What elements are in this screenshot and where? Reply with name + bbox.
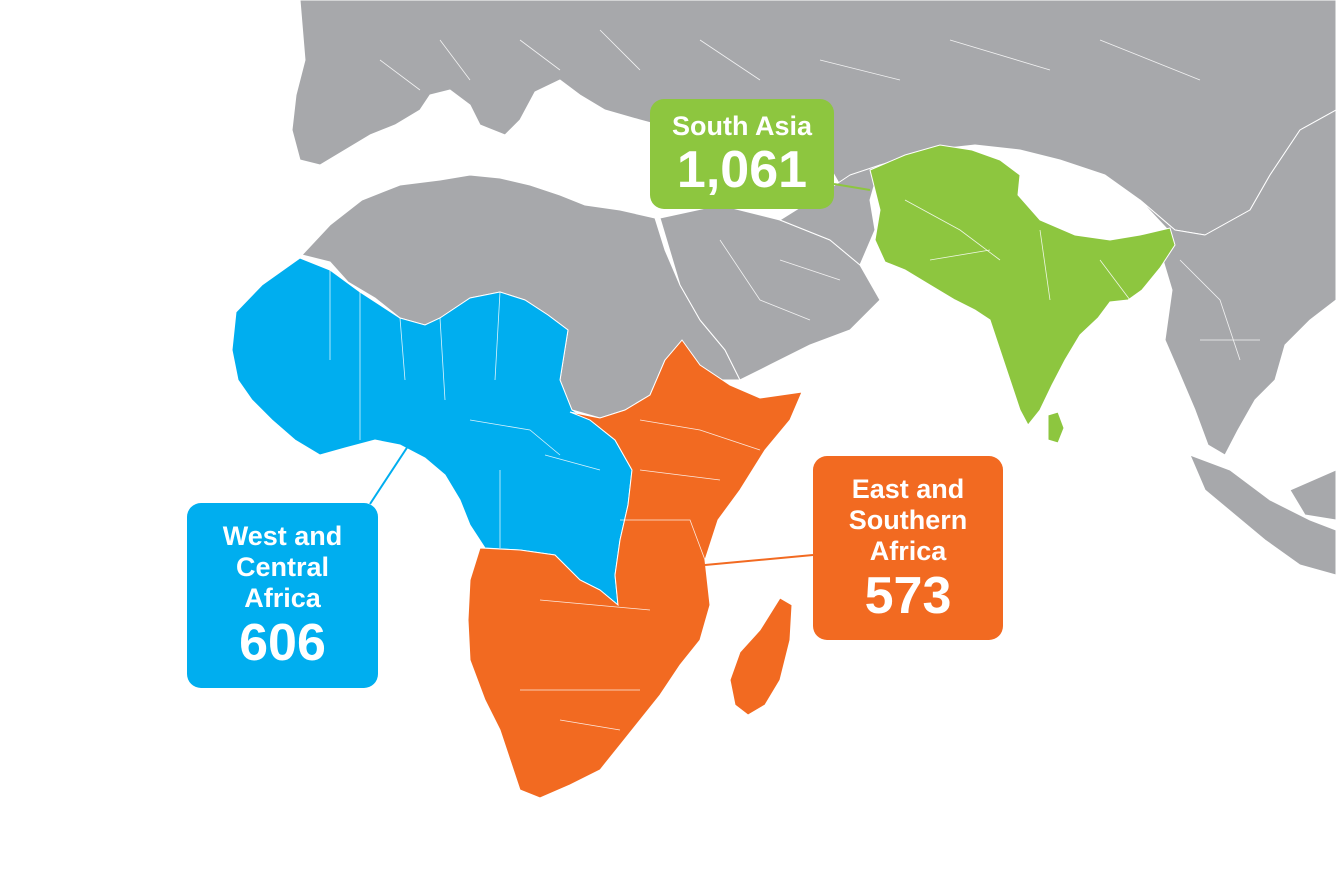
east-southern-africa-value: 573 — [864, 566, 952, 625]
east-southern-africa-label: East and Southern Africa — [848, 473, 968, 566]
east-southern-africa-callout: East and Southern Africa 573 — [813, 456, 1003, 640]
south-asia-region — [869, 144, 1176, 426]
east-southern-africa-leader-line — [704, 554, 814, 566]
west-central-africa-leader-line — [369, 439, 413, 505]
west-central-africa-label: West and Central Africa — [222, 521, 343, 613]
borneo-landmass — [1289, 469, 1336, 521]
west-central-africa-callout: West and Central Africa 606 — [187, 503, 378, 688]
country-borders — [329, 29, 1260, 731]
east-southern-africa-region — [467, 339, 803, 799]
madagascar — [729, 597, 793, 716]
west-central-africa-value: 606 — [239, 614, 326, 672]
sri-lanka — [1047, 411, 1065, 444]
south-asia-label: South Asia — [671, 111, 812, 141]
south-asia-leader-line — [833, 183, 871, 191]
east-asia-landmass — [1139, 109, 1336, 456]
south-asia-callout: South Asia 1,061 — [650, 99, 834, 209]
southeast-asia-islands — [1189, 454, 1336, 576]
south-asia-value: 1,061 — [676, 141, 808, 199]
